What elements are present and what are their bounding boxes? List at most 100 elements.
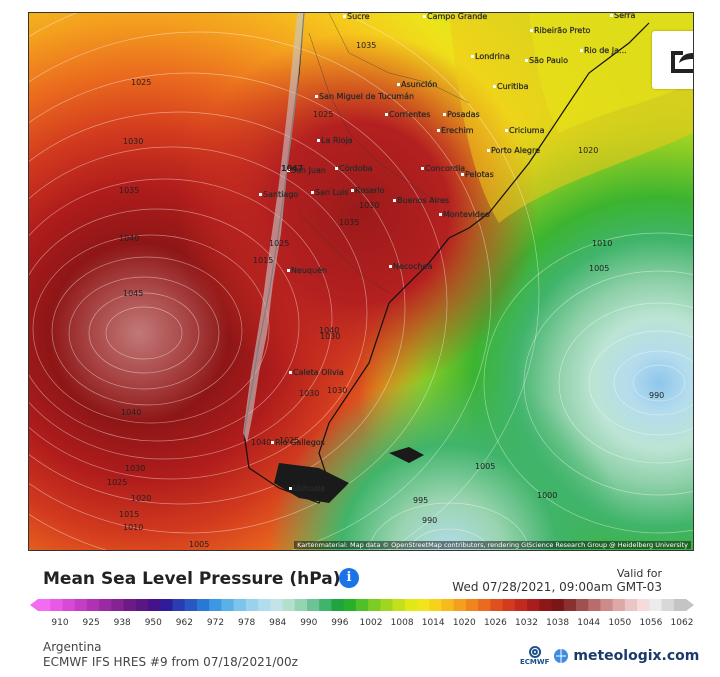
borders	[298, 13, 470, 294]
legend-tick-label: 1044	[577, 618, 600, 627]
legend-tick-label: 1032	[515, 618, 538, 627]
city-marker	[315, 95, 318, 98]
city-label: Corrientes	[389, 110, 430, 119]
city-marker	[580, 49, 583, 52]
map-attribution: Kartenmaterial: Map data © OpenStreetMap…	[294, 541, 691, 549]
legend-swatch	[368, 599, 381, 611]
isobar-label: 1025	[269, 239, 289, 248]
legend-swatch	[588, 599, 601, 611]
legend-tick-label: 950	[145, 618, 162, 627]
city-label: San Miguel de Tucumán	[319, 92, 414, 101]
isobar-label: 1030	[320, 332, 340, 341]
legend-tick-label: 984	[269, 618, 286, 627]
legend-swatch	[441, 599, 455, 611]
isobar-label: 1045	[123, 289, 143, 298]
city-marker	[610, 14, 613, 17]
city-marker	[443, 113, 446, 116]
city-marker	[421, 167, 424, 170]
isobar-label: 1030	[327, 386, 347, 395]
city-label: Santiago	[263, 190, 298, 199]
legend-swatch	[563, 599, 577, 611]
legend-tick-label: 1020	[453, 618, 476, 627]
legend-swatch	[99, 599, 112, 611]
legend-swatch	[135, 599, 149, 611]
city-label: Posadas	[447, 110, 480, 119]
footer-logos[interactable]: ECMWF meteologix.com	[520, 646, 699, 666]
legend-tick-label: 910	[51, 618, 68, 627]
city-label: Porto Alegre	[491, 146, 540, 155]
legend-bar: 910 925 938 950 962 972 978 984 990 996 1002 1008 10…	[30, 599, 694, 628]
model-label: ECMWF IFS HRES #9 from 07/18/2021/00z	[43, 655, 298, 669]
legend-tick-label: 1050	[608, 618, 631, 627]
legend-swatch	[123, 599, 137, 611]
legend-tick-label: 1038	[546, 618, 569, 627]
legend-tick-label: 1056	[639, 618, 662, 627]
isobar-label: 995	[413, 496, 428, 505]
city-labels: Sucre Campo Grande Serra Ribeirão Preto Rio …	[259, 13, 636, 493]
isobar-label: 1005	[475, 462, 495, 471]
map-title: Mean Sea Level Pressure (hPa)	[43, 569, 341, 589]
legend-swatch	[649, 599, 663, 611]
legend-swatch	[575, 599, 589, 611]
legend-tick-label: 1062	[671, 618, 694, 627]
legend-swatch	[551, 599, 565, 611]
legend-swatch	[196, 599, 210, 611]
valid-label: Valid for	[616, 567, 662, 580]
legend-swatch	[172, 599, 186, 611]
legend-swatch	[306, 599, 320, 611]
legend-swatch	[50, 599, 63, 611]
isobar-label: 1025	[131, 78, 151, 87]
city-label: Buenos Aires	[397, 196, 449, 205]
info-icon[interactable]: i	[339, 568, 359, 588]
isobar-label: 1040	[251, 438, 271, 447]
ecmwf-logo: ECMWF	[520, 646, 549, 666]
legend-swatch	[514, 599, 528, 611]
isobar-label: 1040	[121, 408, 141, 417]
city-marker	[259, 193, 262, 196]
legend-swatch	[478, 599, 491, 611]
legend-swatch	[612, 599, 626, 611]
city-label: Ribeirão Preto	[534, 26, 590, 35]
isobar-label: 1000	[537, 491, 557, 500]
legend-swatch	[490, 599, 504, 611]
city-label: Pelotas	[465, 170, 494, 179]
isobar-label: 1035	[356, 41, 376, 50]
share-button[interactable]	[652, 31, 693, 89]
ecmwf-icon	[528, 646, 541, 658]
legend-swatch	[355, 599, 369, 611]
isobar-label: 1010	[123, 523, 143, 532]
legend-tick-label: 925	[83, 618, 100, 627]
pressure-map[interactable]: Sucre Campo Grande Serra Ribeirão Preto Rio …	[28, 12, 694, 551]
city-marker	[393, 199, 396, 202]
city-label: Sucre	[347, 13, 370, 21]
legend-swatch	[429, 599, 442, 611]
isobar-label: 1010	[592, 239, 612, 248]
legend-swatch	[624, 599, 638, 611]
city-marker	[311, 191, 314, 194]
isobar-label: 1035	[339, 218, 359, 227]
isobar-label: 1040	[319, 326, 339, 335]
city-marker	[525, 59, 528, 62]
city-marker	[271, 441, 274, 444]
legend-tick-label: 1014	[422, 618, 445, 627]
city-label: Río Gallegos	[275, 438, 325, 447]
city-marker	[397, 83, 400, 86]
legend-swatch	[221, 599, 235, 611]
city-marker	[493, 85, 496, 88]
isobar-label: 1005	[589, 264, 609, 273]
isobar-label: 1030	[359, 201, 379, 210]
city-label: Córdoba	[339, 163, 373, 173]
isobar-label: 1040	[119, 234, 139, 243]
legend-tick-label: 996	[331, 618, 348, 627]
city-marker	[317, 139, 320, 142]
isobar-label: 990	[422, 516, 437, 525]
city-label: Concordia	[425, 164, 465, 173]
legend-swatch	[527, 599, 540, 611]
legend-swatch	[453, 599, 467, 611]
ecmwf-label: ECMWF	[520, 658, 550, 666]
isobar-label: 1035	[119, 186, 139, 195]
legend-swatch	[539, 599, 553, 611]
city-label: Montevideo	[443, 210, 490, 219]
city-label: Londrina	[475, 52, 510, 61]
legend-swatch	[209, 599, 222, 611]
